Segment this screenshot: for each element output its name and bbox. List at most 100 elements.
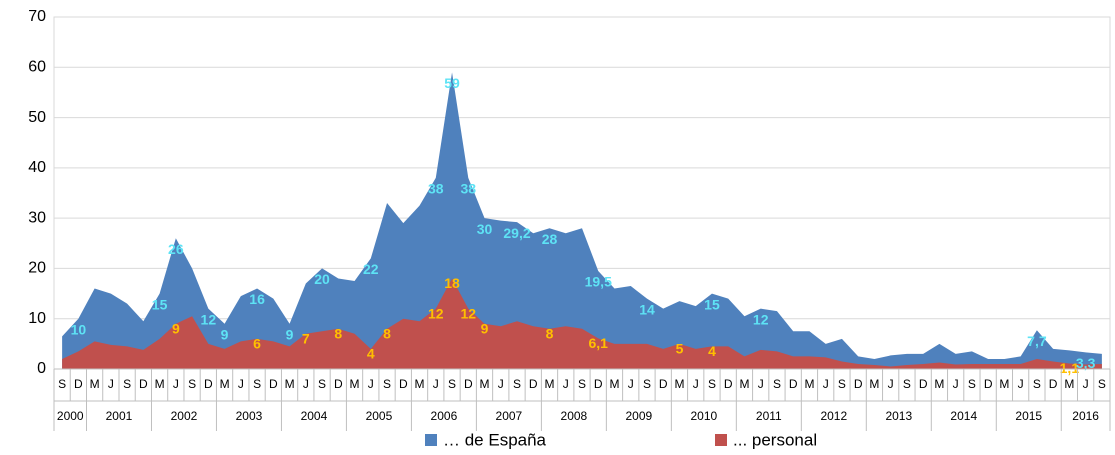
year-label: 2003 xyxy=(236,409,263,423)
year-label: 2007 xyxy=(496,409,523,423)
data-label: 20 xyxy=(314,271,330,287)
x-tick-label: J xyxy=(563,377,569,391)
x-tick-label: J xyxy=(1018,377,1024,391)
data-label: 38 xyxy=(460,181,476,197)
x-tick-label: M xyxy=(739,377,749,391)
data-label: 9 xyxy=(172,320,180,336)
data-label: 38 xyxy=(428,181,444,197)
x-tick-label: J xyxy=(888,377,894,391)
x-tick-label: J xyxy=(758,377,764,391)
x-tick-label: J xyxy=(238,377,244,391)
x-tick-label: S xyxy=(773,377,781,391)
data-label: 15 xyxy=(704,296,720,312)
y-tick-label: 50 xyxy=(28,109,46,126)
year-label: 2008 xyxy=(561,409,588,423)
x-tick-label: J xyxy=(823,377,829,391)
legend-swatch xyxy=(425,434,437,446)
data-label: 14 xyxy=(639,301,655,317)
x-tick-label: D xyxy=(854,377,863,391)
x-tick-label: J xyxy=(433,377,439,391)
legend-swatch xyxy=(715,434,727,446)
x-tick-label: J xyxy=(1083,377,1089,391)
x-tick-label: M xyxy=(999,377,1009,391)
data-label: 59 xyxy=(444,75,460,91)
data-label: 12 xyxy=(753,311,769,327)
data-label: 9 xyxy=(221,326,229,342)
data-label: 16 xyxy=(249,291,265,307)
data-label: 6,1 xyxy=(589,335,609,351)
data-label: 12 xyxy=(460,305,476,321)
data-label: 19,5 xyxy=(585,274,612,290)
x-tick-label: S xyxy=(1098,377,1106,391)
year-label: 2016 xyxy=(1072,409,1099,423)
year-label: 2011 xyxy=(756,409,782,423)
x-tick-label: D xyxy=(789,377,798,391)
x-tick-label: M xyxy=(480,377,490,391)
legend-label: ... personal xyxy=(733,430,817,449)
year-label: 2006 xyxy=(431,409,458,423)
x-tick-label: M xyxy=(545,377,555,391)
year-label: 2010 xyxy=(690,409,717,423)
legend-label: … de España xyxy=(443,430,547,449)
x-tick-label: D xyxy=(139,377,148,391)
x-tick-label: D xyxy=(334,377,343,391)
x-tick-label: D xyxy=(659,377,668,391)
x-tick-label: D xyxy=(594,377,603,391)
x-tick-label: S xyxy=(58,377,66,391)
data-label: 6 xyxy=(253,336,261,352)
data-label: 26 xyxy=(168,241,184,257)
x-tick-label: S xyxy=(838,377,846,391)
data-label: 29,2 xyxy=(503,225,530,241)
y-tick-label: 70 xyxy=(28,8,46,25)
data-label: 8 xyxy=(546,325,554,341)
data-label: 10 xyxy=(71,321,87,337)
x-tick-label: M xyxy=(1064,377,1074,391)
year-label: 2014 xyxy=(950,409,977,423)
year-label: 2002 xyxy=(171,409,198,423)
year-label: 2015 xyxy=(1015,409,1042,423)
x-tick-label: S xyxy=(643,377,651,391)
x-tick-label: J xyxy=(693,377,699,391)
year-label: 2001 xyxy=(106,409,133,423)
x-tick-label: S xyxy=(253,377,261,391)
data-label: 22 xyxy=(363,261,379,277)
data-label: 28 xyxy=(542,231,558,247)
data-label: 18 xyxy=(444,275,460,291)
x-tick-label: S xyxy=(513,377,521,391)
x-tick-label: D xyxy=(724,377,733,391)
x-tick-label: D xyxy=(74,377,83,391)
area xyxy=(62,72,1102,370)
data-label: 15 xyxy=(152,296,168,312)
x-tick-label: D xyxy=(399,377,408,391)
data-label: 30 xyxy=(477,221,493,237)
x-tick-label: J xyxy=(368,377,374,391)
x-tick-label: J xyxy=(108,377,114,391)
x-tick-label: S xyxy=(968,377,976,391)
x-tick-label: S xyxy=(578,377,586,391)
x-tick-label: S xyxy=(318,377,326,391)
y-tick-label: 10 xyxy=(28,310,46,327)
x-tick-label: M xyxy=(90,377,100,391)
data-label: 1,1 xyxy=(1060,360,1080,376)
x-tick-label: D xyxy=(204,377,213,391)
x-tick-label: M xyxy=(220,377,230,391)
data-label: 7,7 xyxy=(1027,333,1047,349)
data-label: 5 xyxy=(676,341,684,357)
data-label: 12 xyxy=(201,311,217,327)
y-tick-label: 30 xyxy=(28,209,46,226)
area xyxy=(62,278,1102,369)
x-tick-label: S xyxy=(1033,377,1041,391)
x-tick-label: M xyxy=(934,377,944,391)
y-tick-label: 0 xyxy=(37,360,46,377)
year-label: 2012 xyxy=(820,409,847,423)
x-tick-label: M xyxy=(285,377,295,391)
x-tick-label: D xyxy=(1049,377,1058,391)
x-tick-label: D xyxy=(269,377,278,391)
x-tick-label: M xyxy=(350,377,360,391)
data-label: 9 xyxy=(286,326,294,342)
y-tick-label: 60 xyxy=(28,59,46,76)
x-tick-label: S xyxy=(123,377,131,391)
x-tick-label: M xyxy=(155,377,165,391)
x-tick-label: S xyxy=(188,377,196,391)
